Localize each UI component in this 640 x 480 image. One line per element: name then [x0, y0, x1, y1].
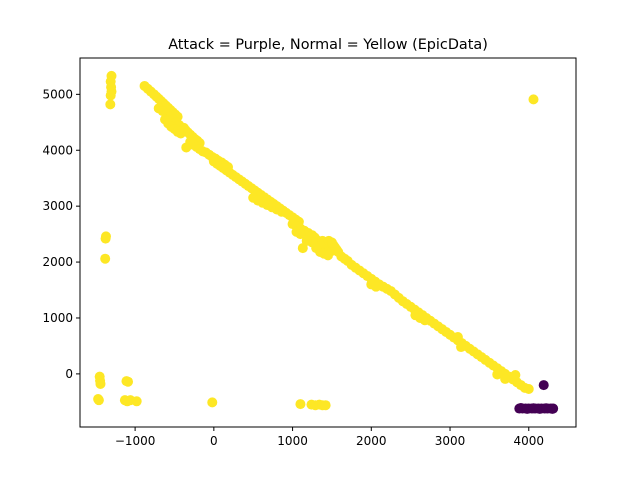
- data-point: [207, 397, 218, 408]
- y-tick-label: 0: [65, 367, 73, 381]
- data-point: [419, 315, 430, 326]
- data-point: [528, 94, 539, 105]
- plot-frame: [79, 57, 577, 428]
- data-point: [93, 395, 104, 406]
- data-point: [297, 243, 308, 254]
- data-point: [323, 250, 333, 261]
- data-point: [326, 237, 337, 248]
- chart-title: Attack = Purple, Normal = Yellow (EpicDa…: [168, 37, 488, 53]
- x-tick-label: 3000: [435, 434, 466, 448]
- y-tick-label: 5000: [42, 87, 73, 101]
- data-point: [100, 233, 111, 244]
- data-point: [547, 403, 558, 414]
- data-point: [123, 376, 134, 387]
- data-point: [320, 400, 331, 411]
- data-point: [452, 331, 463, 342]
- data-point: [456, 342, 467, 353]
- data-point: [181, 142, 192, 153]
- x-tick-label: 2000: [356, 434, 387, 448]
- x-tick-label: 4000: [513, 434, 544, 448]
- data-point: [100, 253, 111, 264]
- axes-layer: −1000 0 1000 2000 3000 4000 0 1000 2000 3000 4000 5…: [42, 57, 577, 448]
- data-point: [510, 370, 521, 380]
- data-points-layer: [93, 70, 559, 414]
- x-tick-label: 1000: [277, 434, 308, 448]
- y-tick-label: 3000: [42, 199, 73, 213]
- data-point: [105, 90, 116, 101]
- data-point: [295, 229, 306, 240]
- data-point: [105, 99, 116, 110]
- data-point: [500, 373, 511, 384]
- x-tick-label: −1000: [115, 434, 156, 448]
- y-tick-label: 4000: [42, 143, 73, 157]
- y-tick-label: 1000: [42, 311, 73, 325]
- data-point: [95, 378, 106, 389]
- data-point: [295, 399, 306, 410]
- data-point: [523, 383, 534, 394]
- data-point: [131, 396, 142, 407]
- data-point: [538, 380, 549, 391]
- x-tick-label: 0: [210, 434, 218, 448]
- y-tick-label: 2000: [42, 255, 73, 269]
- data-point: [371, 281, 382, 292]
- data-point: [492, 369, 503, 380]
